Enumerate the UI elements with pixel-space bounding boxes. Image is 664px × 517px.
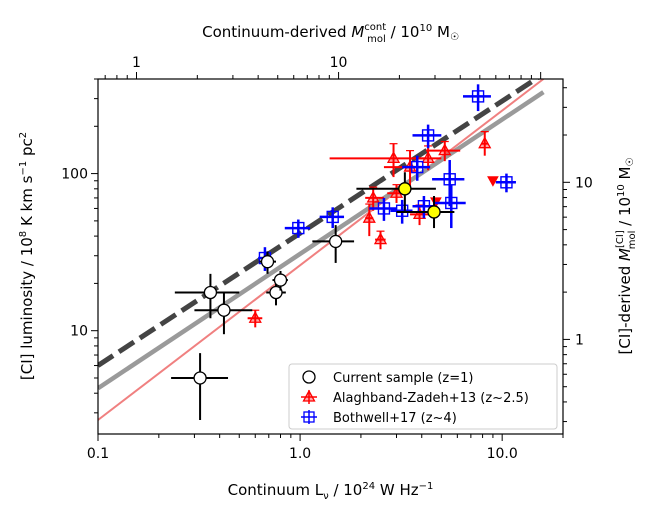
plot-frame (97, 78, 564, 435)
bothwell-marker (421, 129, 435, 142)
legend-square-marker (303, 411, 315, 423)
y-tick-label: 100 (61, 167, 88, 183)
current-sample-marker (260, 255, 275, 269)
top-axis-label: Continuum-derived Mcont mol / 1010 M☉ (202, 22, 459, 45)
right-tick-label: 10 (575, 175, 593, 191)
legend-label: Alaghband-Zadeh+13 (z~2.5) (333, 391, 529, 406)
legend-entry-alaghband-zadeh: Alaghband-Zadeh+13 (z~2.5) (301, 389, 529, 406)
current-sample-marker (217, 303, 231, 317)
bothwell-marker (500, 176, 513, 189)
legend-entry-bothwell: Bothwell+17 (z~4) (301, 410, 457, 426)
top-tick-label: 10 (330, 55, 348, 71)
pink-relation-line (98, 79, 545, 421)
upper-limit-marker (487, 176, 499, 187)
bothwell-marker (292, 221, 305, 235)
bothwell-marker (395, 204, 409, 217)
alaghband-zadeh-marker (421, 151, 435, 164)
alaghband-zadeh-marker (478, 136, 492, 149)
legend: Current sample (z=1) Alaghband-Zadeh+13 … (288, 363, 558, 430)
data-points (171, 84, 516, 421)
alaghband-zadeh-marker (386, 151, 401, 164)
legend-label: Current sample (z=1) (333, 371, 474, 386)
highlighted-marker (427, 205, 441, 219)
top-tick-label: 1 (132, 55, 141, 71)
bothwell-marker (377, 202, 391, 215)
axis-ticks: 0.1 1.0 10.0 10 100 1 10 1 10 (61, 55, 593, 462)
bothwell-marker (443, 173, 456, 186)
bothwell-marker (471, 90, 485, 103)
alaghband-zadeh-marker (438, 143, 452, 156)
current-sample-marker (269, 285, 283, 300)
legend-box (288, 363, 558, 430)
x-tick-label: 1.0 (289, 446, 311, 462)
right-axis-label: [CI]-derived M[CI]mol / 1010 M☉ (615, 158, 638, 355)
alaghband-zadeh-marker (366, 190, 380, 203)
highlighted-marker (398, 182, 412, 196)
grey-relation-line (98, 90, 545, 391)
current-sample-marker (203, 285, 218, 300)
legend-circle-marker (302, 370, 316, 384)
current-sample-marker (329, 234, 343, 249)
x-tick-label: 0.1 (87, 446, 109, 462)
y-axis-label: [CI] luminosity / 108 K km s−1 pc2 (18, 132, 36, 380)
y-tick-label: 10 (70, 324, 88, 340)
alaghband-zadeh-marker (362, 210, 376, 223)
current-sample-marker (193, 371, 207, 385)
reference-lines (98, 79, 545, 421)
bothwell-marker (411, 160, 424, 174)
alaghband-zadeh-marker (373, 232, 388, 245)
current-sample-marker (273, 273, 288, 287)
alaghband-zadeh-marker (248, 310, 262, 323)
legend-entry-current-sample: Current sample (z=1) (302, 370, 474, 386)
dashed-relation-line (98, 79, 541, 368)
bothwell-marker (445, 196, 458, 210)
legend-label: Bothwell+17 (z~4) (333, 411, 457, 426)
legend-triangle-marker (302, 389, 316, 402)
alaghband-zadeh-marker (412, 207, 427, 220)
right-tick-label: 1 (575, 332, 584, 348)
x-axis-label: Continuum Lν / 1024 W Hz−1 (228, 481, 434, 502)
x-tick-label: 10.0 (487, 446, 518, 462)
bothwell-marker (326, 210, 339, 224)
